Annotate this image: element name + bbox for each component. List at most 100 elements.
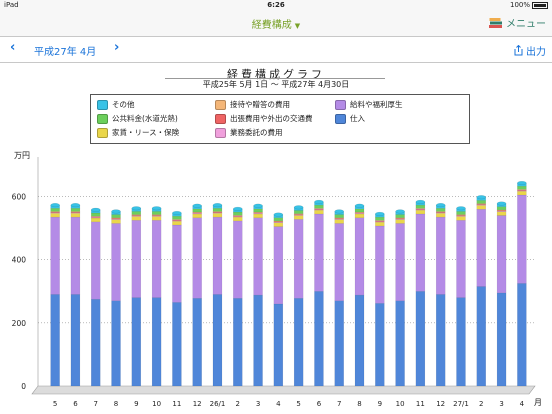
bar-segment [517, 283, 527, 387]
bar-segment [415, 209, 426, 215]
bar-segment [334, 214, 344, 218]
bar-segment [131, 216, 142, 221]
output-button[interactable]: 出力 [514, 43, 546, 58]
nav-title-dropdown[interactable]: 経費構成 ▼ [0, 16, 552, 31]
bar-cap [111, 209, 121, 214]
bar-cap [212, 203, 223, 208]
bar-cap [415, 199, 426, 204]
bar-segment [476, 286, 486, 387]
bar-segment [293, 215, 304, 220]
bar-segment [314, 209, 324, 215]
bar-segment [456, 220, 466, 298]
bar-segment [314, 208, 324, 210]
x-tick-label: 7 [93, 400, 97, 408]
bar-segment [476, 208, 486, 287]
legend-label: 給料や福利厚生 [350, 100, 403, 109]
legend-swatch [97, 113, 108, 124]
bar-segment [253, 294, 263, 387]
bar-segment [91, 298, 101, 387]
bar-segment [131, 297, 142, 387]
bar-segment [314, 204, 324, 209]
bar-cap [456, 206, 466, 211]
bar-segment [212, 208, 223, 212]
bar-segment [273, 226, 284, 305]
x-tick-label: 27/1 [453, 400, 469, 408]
legend-item: 家賃・リース・保険 [97, 127, 179, 138]
bar-segment [334, 219, 344, 224]
bar-segment [293, 214, 304, 216]
bar-segment [496, 206, 507, 211]
bar-cap [496, 201, 507, 206]
bar-segment [517, 190, 527, 192]
bar-cap [476, 195, 486, 200]
legend-item: 接待や贈答の費用 [215, 99, 290, 110]
bar-cap [151, 206, 162, 211]
bar-segment [50, 213, 60, 218]
bar-segment [172, 215, 182, 220]
caret-down-icon: ▼ [294, 22, 301, 30]
bar-segment [233, 220, 243, 299]
x-tick-label: 3 [499, 400, 503, 408]
y-tick-label: 200 [12, 319, 27, 328]
legend-label: 公共料金(水道光熱) [112, 114, 178, 123]
legend-swatch [335, 113, 346, 124]
y-tick-label: 600 [12, 193, 27, 202]
bar-segment [253, 213, 263, 215]
bar-segment [253, 217, 263, 296]
books-icon [489, 17, 503, 29]
bar-segment [70, 216, 81, 295]
bar-segment [253, 208, 263, 213]
battery-icon [532, 1, 548, 9]
x-tick-label: 3 [256, 400, 260, 408]
bar-segment [293, 210, 304, 214]
bar-segment [212, 213, 223, 218]
legend-swatch [97, 99, 108, 110]
bar-cap [435, 203, 446, 208]
bar-segment [517, 194, 527, 284]
bar-cap [192, 203, 202, 208]
menu-button[interactable]: メニュー [489, 15, 546, 30]
bar-segment [354, 294, 365, 387]
bar-segment [435, 208, 446, 212]
x-tick-label: 6 [73, 400, 78, 408]
bar-segment [111, 219, 121, 224]
bar-segment [131, 220, 142, 298]
bar-segment [354, 213, 365, 218]
battery-status: 100% [510, 1, 548, 9]
bar-segment [375, 225, 385, 304]
bar-segment [70, 213, 81, 218]
bar-segment [70, 294, 81, 387]
x-tick-label: 10 [152, 400, 161, 408]
output-label: 出力 [526, 47, 546, 58]
bar-cap [91, 207, 101, 212]
legend-label: 出張費用や外出の交通費 [230, 114, 313, 123]
device-label: iPad [4, 1, 19, 9]
bar-segment [375, 221, 385, 223]
bar-segment [151, 214, 162, 217]
navigation-bar: 経費構成 ▼ メニュー [0, 10, 552, 37]
bar-segment [273, 303, 284, 387]
bar-segment [496, 211, 507, 216]
bar-segment [354, 208, 365, 213]
bar-segment [415, 208, 426, 210]
bar-segment [50, 216, 60, 295]
bar-segment [395, 214, 405, 218]
bar-segment [415, 291, 426, 387]
x-tick-label: 9 [378, 400, 382, 408]
chevron-left-icon[interactable]: ‹ [10, 40, 16, 55]
legend-swatch [335, 99, 346, 110]
bar-segment [273, 217, 284, 222]
bar-segment [496, 215, 507, 294]
bar-segment [111, 214, 121, 218]
bar-cap [172, 210, 182, 215]
battery-percent: 100% [509, 1, 530, 9]
x-tick-label: 2 [479, 400, 483, 408]
chart-legend: その他 接待や贈答の費用 給料や福利厚生 公共料金(水道光熱) 出張費用や外出の交通費 仕… [90, 94, 470, 144]
period-label[interactable]: 平成27年 4月 [34, 47, 97, 58]
bar-segment [354, 217, 365, 296]
chevron-right-icon[interactable]: › [114, 40, 120, 55]
menu-label: メニュー [506, 19, 546, 30]
bar-segment [192, 298, 202, 387]
legend-label: 接待や贈答の費用 [230, 100, 290, 109]
bar-segment [314, 291, 324, 387]
